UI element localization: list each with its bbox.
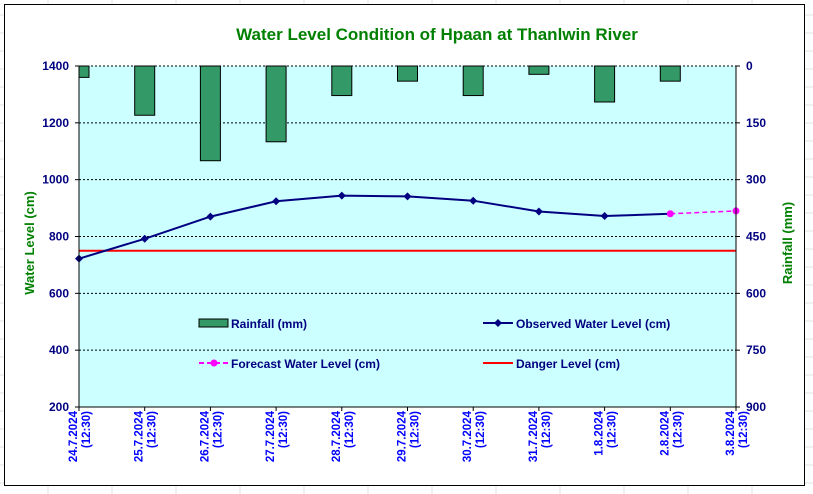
- legend: Rainfall (mm) Observed Water Level (cm) …: [198, 317, 670, 371]
- observed-point: [403, 192, 412, 201]
- rainfall-bar: [331, 65, 353, 97]
- y-left-tick-label: 1200: [42, 116, 69, 130]
- x-tick-time-label: (12:30): [147, 411, 159, 448]
- x-tick-time-label: (12:30): [738, 411, 750, 448]
- legend-observed-marker: [494, 319, 502, 327]
- y-left-tick-label: 200: [49, 400, 69, 414]
- y-left-tick-label: 400: [49, 343, 69, 357]
- y-right-tick-label: 150: [746, 116, 766, 130]
- observed-point: [469, 196, 478, 205]
- observed-water-level-line: [78, 194, 671, 260]
- observed-point: [600, 212, 609, 221]
- y-right-tick-label: 450: [746, 230, 766, 244]
- rainfall-bar: [265, 65, 287, 143]
- x-tick-time-label: (12:30): [672, 411, 684, 448]
- x-tick-date-label: 30.7.2024: [462, 410, 474, 462]
- x-tick-time-label: (12:30): [278, 411, 290, 448]
- rainfall-bar: [528, 65, 550, 75]
- x-tick-date-label: 28.7.2024: [331, 410, 343, 462]
- x-tick-time-label: (12:30): [81, 411, 93, 448]
- x-tick-time-label: (12:30): [344, 411, 356, 448]
- y-right-tick-label: 900: [746, 400, 766, 414]
- y-left-axis-label: Water Level (cm): [22, 191, 37, 295]
- x-tick-time-label: (12:30): [212, 411, 224, 448]
- x-tick-date-label: 3.8.2024: [725, 410, 737, 455]
- legend-rainfall-label: Rainfall (mm): [231, 317, 307, 331]
- plot-area: 200 400 600 800 1000 1200 1400 0 150 300 450 600 750…: [42, 59, 766, 462]
- forecast-point: [666, 210, 674, 218]
- rainfall-bar: [397, 65, 418, 82]
- rainfall-bar: [199, 65, 221, 162]
- rainfall-bar: [78, 65, 90, 78]
- y-right-tick-label: 0: [746, 59, 753, 73]
- x-tick-date-label: 24.7.2024: [68, 410, 80, 462]
- x-tick-date-label: 31.7.2024: [528, 410, 540, 462]
- observed-point: [206, 212, 215, 221]
- y-left-tick-label: 1000: [42, 173, 69, 187]
- legend-observed-label: Observed Water Level (cm): [516, 317, 670, 331]
- observed-point: [337, 191, 346, 200]
- legend-danger-label: Danger Level (cm): [516, 357, 620, 371]
- x-tick-time-label: (12:30): [410, 411, 422, 448]
- x-tick-time-label: (12:30): [607, 411, 619, 448]
- x-tick-date-label: 27.7.2024: [265, 410, 277, 462]
- y-right-axis-label: Rainfall (mm): [780, 202, 795, 284]
- observed-point: [534, 207, 543, 216]
- legend-forecast-label: Forecast Water Level (cm): [231, 357, 380, 371]
- rainfall-bar: [134, 65, 156, 116]
- observed-point: [272, 197, 281, 206]
- x-tick-date-label: 25.7.2024: [134, 410, 146, 462]
- observed-point: [140, 234, 149, 243]
- x-tick-date-label: 2.8.2024: [659, 410, 671, 455]
- x-tick-date-label: 26.7.2024: [199, 410, 211, 462]
- y-right-tick-label: 750: [746, 343, 766, 357]
- rainfall-bar: [462, 65, 484, 97]
- legend-rainfall-swatch: [198, 318, 229, 328]
- rainfall-bar: [594, 65, 616, 103]
- y-right-tick-label: 600: [746, 286, 766, 300]
- y-left-tick-label: 600: [49, 286, 69, 300]
- forecast-water-level-line: [670, 210, 737, 215]
- chart-title: Water Level Condition of Hpaan at Thanlw…: [236, 25, 638, 44]
- x-tick-time-label: (12:30): [541, 411, 553, 448]
- y-left-tick-label: 800: [49, 230, 69, 244]
- legend-forecast-marker: [210, 359, 218, 367]
- x-tick-date-label: 1.8.2024: [594, 410, 606, 455]
- y-right-tick-label: 300: [746, 173, 766, 187]
- x-tick-time-label: (12:30): [475, 411, 487, 448]
- x-tick-date-label: 29.7.2024: [397, 410, 409, 462]
- rainfall-bar: [659, 65, 681, 82]
- y-left-tick-label: 1400: [42, 59, 69, 73]
